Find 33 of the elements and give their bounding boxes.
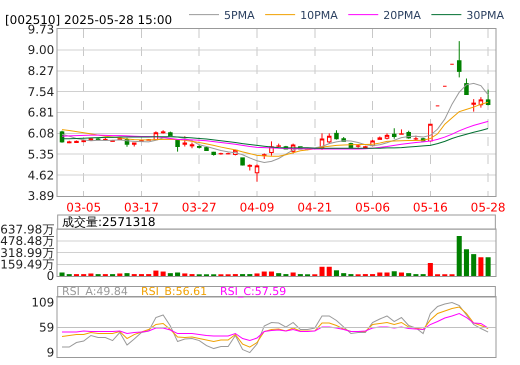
- text: RSI_C:57.59: [220, 285, 286, 298]
- y-tick-label: 0: [46, 269, 54, 284]
- x-tick-label: 05-28: [470, 200, 506, 214]
- x-tick-label: 05-16: [412, 200, 448, 214]
- text: RSI_A:49.84: [62, 285, 128, 298]
- y-tick-label: 318.99万: [0, 246, 54, 260]
- y-tick-label: 59: [39, 320, 54, 335]
- y-tick-label: 9.00: [28, 43, 54, 58]
- y-tick-label: 3.89: [28, 189, 54, 204]
- chart-title: [002510] 2025-05-28 15:00: [5, 13, 172, 27]
- y-tick-label: 6.08: [28, 126, 54, 141]
- legend-label: 10PMA: [300, 8, 338, 22]
- legend-label: 5PMA: [224, 8, 256, 22]
- y-tick-label: 159.49万: [0, 258, 54, 272]
- x-tick-label: 05-06: [355, 200, 390, 214]
- x-tick-label: 03-05: [66, 200, 102, 214]
- y-tick-label: 8.27: [28, 64, 54, 78]
- y-tick-label: 4.62: [28, 168, 54, 182]
- y-tick-label: 6.81: [28, 106, 54, 120]
- legend-label: 30PMA: [466, 8, 504, 22]
- x-tick-label: 04-21: [297, 200, 332, 214]
- y-tick-label: 637.98万: [0, 222, 54, 236]
- y-tick-label: 109: [31, 296, 54, 310]
- y-tick-label: 7.54: [28, 84, 54, 99]
- chart-title: 成交量:2571318: [62, 215, 156, 229]
- y-tick-label: 478.48万: [0, 234, 54, 248]
- text: RSI_B:56.61: [141, 285, 208, 298]
- x-tick-label: 04-09: [240, 200, 274, 214]
- y-tick-label: 9: [46, 346, 54, 360]
- legend-label: 20PMA: [383, 8, 422, 22]
- y-tick-label: 5.35: [28, 147, 54, 162]
- x-tick-label: 03-27: [182, 200, 217, 214]
- x-tick-label: 03-17: [124, 200, 159, 214]
